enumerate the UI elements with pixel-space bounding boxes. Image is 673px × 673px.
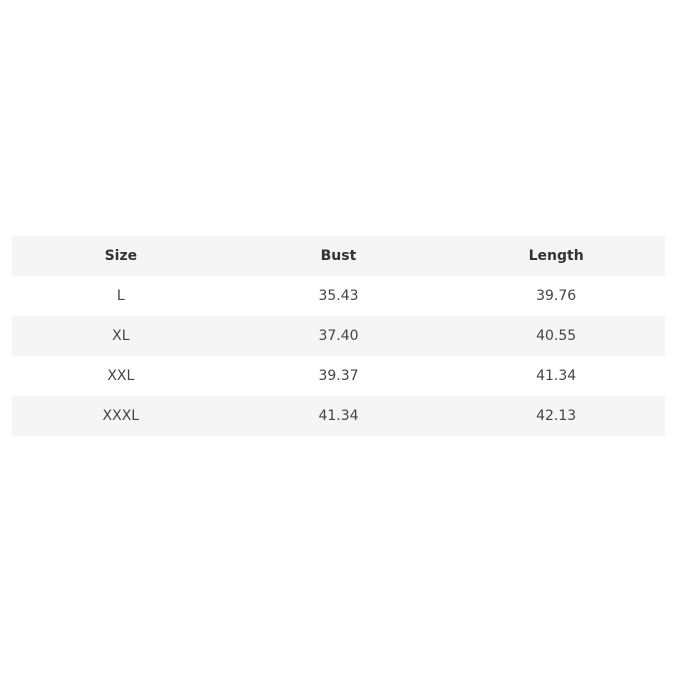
table-row: XXL 39.37 41.34 bbox=[12, 356, 665, 396]
cell-length: 40.55 bbox=[536, 328, 577, 344]
cell-size: XL bbox=[112, 328, 130, 344]
header-length: Length bbox=[528, 248, 584, 264]
header-size: Size bbox=[104, 248, 138, 264]
size-chart-table: Size Bust Length L 35.43 39.76 XL 37.40 … bbox=[12, 236, 665, 436]
cell-size: L bbox=[116, 288, 125, 304]
cell-bust: 37.40 bbox=[318, 328, 359, 344]
table-header-row: Size Bust Length bbox=[12, 236, 665, 276]
cell-length: 39.76 bbox=[536, 288, 577, 304]
table-row: L 35.43 39.76 bbox=[12, 276, 665, 316]
table-row: XXXL 41.34 42.13 bbox=[12, 396, 665, 436]
cell-size: XXXL bbox=[102, 408, 140, 424]
cell-bust: 39.37 bbox=[318, 368, 359, 384]
header-bust: Bust bbox=[320, 248, 357, 264]
cell-bust: 41.34 bbox=[318, 408, 359, 424]
cell-size: XXL bbox=[107, 368, 135, 384]
cell-length: 42.13 bbox=[536, 408, 577, 424]
cell-bust: 35.43 bbox=[318, 288, 359, 304]
cell-length: 41.34 bbox=[536, 368, 577, 384]
table-row: XL 37.40 40.55 bbox=[12, 316, 665, 356]
